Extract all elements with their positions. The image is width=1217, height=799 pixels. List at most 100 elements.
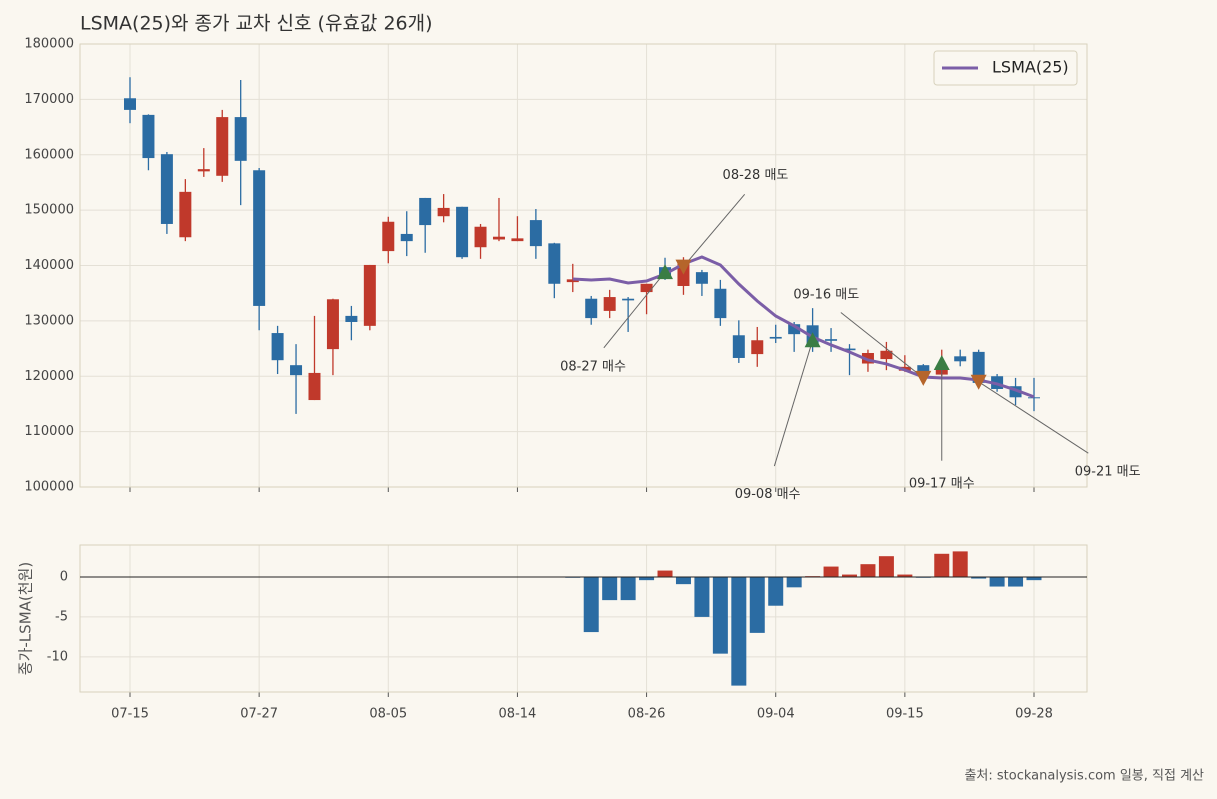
annotation-label: 08-28 매도 bbox=[723, 168, 789, 183]
annotation-label: 09-21 매도 bbox=[1075, 464, 1141, 479]
candle-body bbox=[234, 117, 247, 161]
lsma-line bbox=[572, 255, 1035, 399]
candle-body bbox=[271, 333, 284, 361]
x-tick-label: 07-27 bbox=[240, 707, 278, 722]
candle-body bbox=[290, 365, 303, 376]
annotation-label: 09-17 매수 bbox=[909, 476, 975, 491]
y-tick-label: 140000 bbox=[24, 258, 74, 273]
diff-bar bbox=[731, 576, 747, 686]
candle-body bbox=[400, 233, 413, 242]
candle-body bbox=[197, 169, 210, 172]
candle-body bbox=[843, 348, 856, 351]
diff-bar bbox=[1008, 576, 1024, 587]
candle-body bbox=[954, 356, 967, 362]
y-tick-label: 150000 bbox=[24, 203, 74, 218]
diff-bar bbox=[639, 576, 655, 581]
diff-bar bbox=[897, 574, 913, 577]
candle-body bbox=[456, 206, 469, 258]
candle-body bbox=[640, 283, 653, 293]
y-tick-label: -5 bbox=[55, 609, 68, 624]
diff-bar bbox=[934, 553, 950, 577]
candle-body bbox=[216, 117, 229, 176]
plot-frame bbox=[79, 43, 1088, 488]
annotation-arrow bbox=[683, 194, 746, 267]
y-tick-label: 0 bbox=[60, 569, 68, 584]
candle-body bbox=[788, 324, 801, 335]
candle-body bbox=[363, 264, 376, 326]
candle-body bbox=[124, 98, 136, 110]
diff-bar bbox=[768, 576, 784, 606]
annotation-arrow bbox=[603, 271, 666, 349]
y-tick-label: 170000 bbox=[24, 92, 74, 107]
x-tick-label: 07-15 bbox=[111, 707, 149, 722]
signal-marker bbox=[915, 370, 932, 386]
annotation-label: 08-27 매수 bbox=[560, 360, 626, 375]
x-tick-label: 08-14 bbox=[499, 707, 537, 722]
diff-bar bbox=[1026, 576, 1042, 581]
diff-bar bbox=[878, 556, 894, 577]
diff-bar bbox=[786, 576, 802, 588]
candle-body bbox=[160, 154, 173, 224]
diff-bar bbox=[675, 576, 691, 585]
candle-body bbox=[308, 372, 321, 401]
y-tick-label: 130000 bbox=[24, 313, 74, 328]
plot-frame bbox=[79, 544, 1088, 693]
diff-bar bbox=[712, 576, 728, 654]
candle-body bbox=[326, 299, 339, 350]
legend-label: LSMA(25) bbox=[992, 58, 1069, 77]
x-tick-label: 08-05 bbox=[369, 707, 407, 722]
signal-marker bbox=[675, 259, 692, 275]
annotation-arrow bbox=[978, 381, 1089, 454]
legend-box bbox=[933, 50, 1078, 86]
y-tick-label: 110000 bbox=[24, 424, 74, 439]
candle-body bbox=[917, 365, 930, 372]
candle-body bbox=[566, 279, 579, 283]
diff-bar bbox=[583, 576, 599, 633]
x-tick-label: 09-15 bbox=[886, 707, 924, 722]
diff-bar bbox=[971, 576, 987, 579]
candle-body bbox=[437, 207, 450, 217]
source-note: 출처: stockanalysis.com 일봉, 직접 계산 bbox=[964, 769, 1204, 784]
signal-marker bbox=[804, 332, 821, 348]
y-tick-label: 100000 bbox=[24, 480, 74, 495]
annotation-label: 09-08 매수 bbox=[735, 487, 801, 502]
signal-marker bbox=[970, 374, 987, 390]
y-tick-label: 120000 bbox=[24, 369, 74, 384]
candle-body bbox=[253, 170, 266, 306]
candle-body bbox=[732, 335, 745, 358]
candle-body bbox=[419, 197, 432, 226]
candle-body bbox=[751, 340, 764, 355]
diff-bar bbox=[860, 564, 876, 577]
signal-marker bbox=[933, 354, 950, 370]
candle-body bbox=[714, 288, 727, 319]
signal-marker bbox=[657, 264, 674, 280]
x-tick-label: 09-28 bbox=[1015, 707, 1053, 722]
diff-bar bbox=[842, 574, 858, 577]
candle-body bbox=[382, 221, 395, 252]
y-tick-label: -10 bbox=[47, 649, 68, 664]
candle-body bbox=[769, 336, 782, 339]
candle-body bbox=[585, 298, 598, 319]
candle-body bbox=[861, 352, 874, 364]
y-axis-label: 종가-LSMA(천원) bbox=[17, 562, 35, 675]
diff-bar bbox=[823, 566, 839, 577]
candle-body bbox=[880, 350, 893, 360]
candle-body bbox=[474, 226, 487, 248]
x-tick-label: 08-26 bbox=[628, 707, 666, 722]
candle-body bbox=[622, 298, 635, 301]
x-tick-label: 09-04 bbox=[757, 707, 795, 722]
candle-body bbox=[511, 238, 524, 242]
candle-body bbox=[492, 236, 505, 240]
candle-body bbox=[142, 114, 155, 159]
chart-title: LSMA(25)와 종가 교차 신호 (유효값 26개) bbox=[80, 13, 433, 35]
diff-bar bbox=[749, 576, 765, 633]
diff-bar bbox=[694, 576, 710, 617]
diff-bar bbox=[657, 570, 673, 577]
annotation-arrow bbox=[773, 340, 814, 467]
candle-body bbox=[695, 272, 708, 284]
candle-body bbox=[603, 297, 616, 311]
candle-body bbox=[548, 243, 561, 284]
candle-body bbox=[529, 220, 542, 247]
candle-body bbox=[825, 339, 838, 341]
